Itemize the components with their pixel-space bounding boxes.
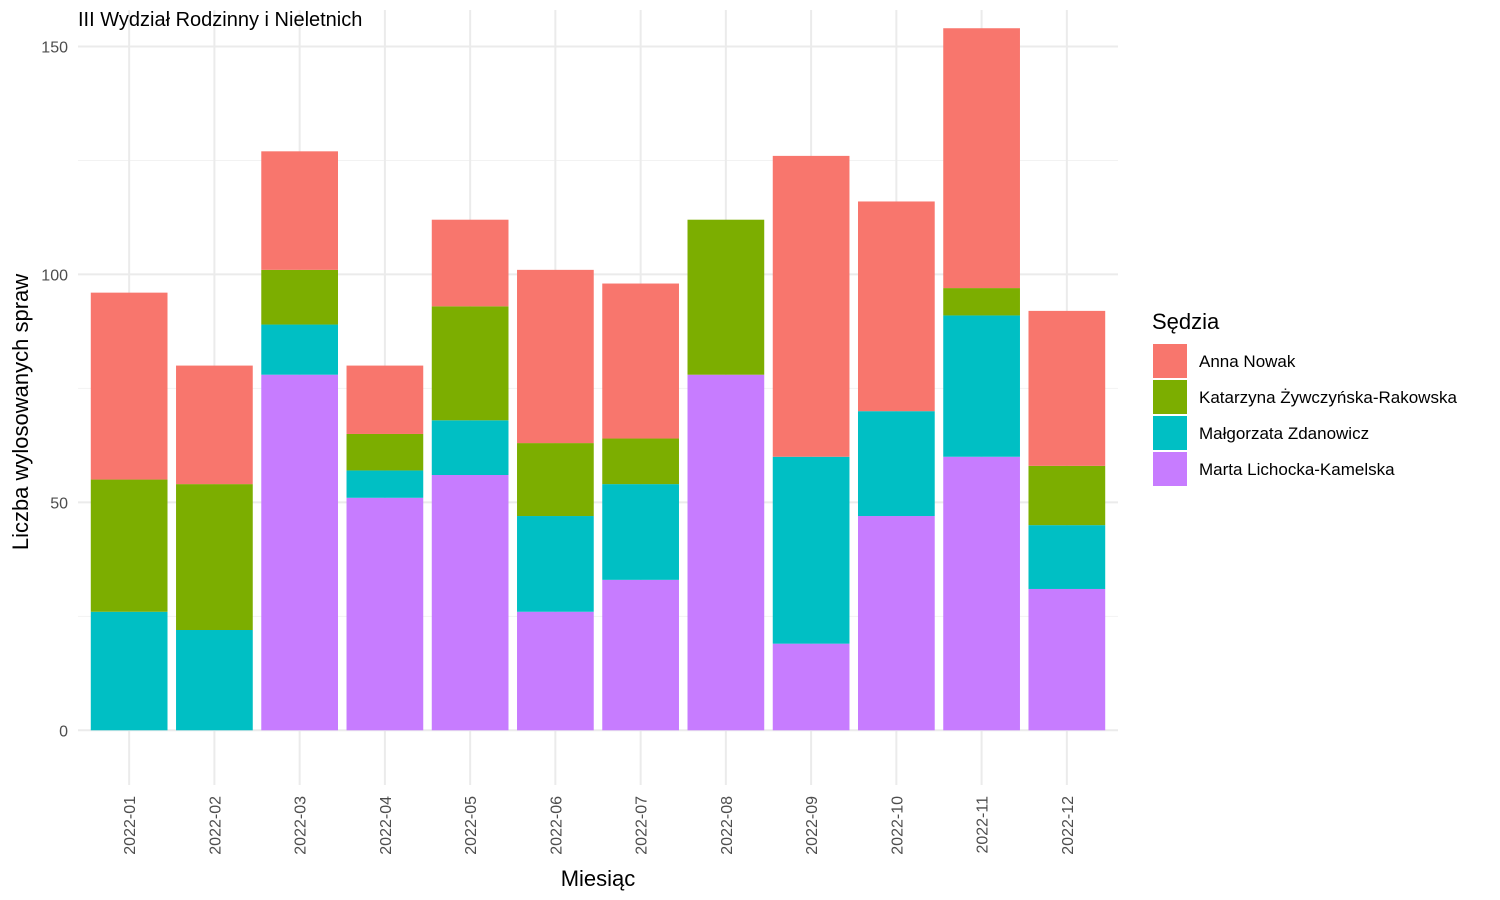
bar-segment [176, 630, 253, 731]
x-axis-ticks: 2022-01 2022-02 2022-03 2022-04 2022-05 2022-… [122, 796, 1077, 855]
bar-segment [517, 611, 594, 731]
bar-segment [431, 306, 509, 421]
bar-segment [1028, 588, 1106, 731]
x-tick-label: 2022-10 [889, 796, 906, 855]
x-tick-label: 2022-06 [548, 796, 565, 855]
bar-segment [346, 497, 424, 731]
legend-key [1153, 452, 1187, 486]
y-tick-label: 0 [59, 723, 68, 740]
bar-segment [602, 579, 679, 731]
bar-segment [772, 643, 850, 731]
bar-segment [772, 155, 850, 457]
bar-segment [90, 611, 168, 731]
y-axis-ticks: 0 50 100 150 [41, 39, 68, 740]
y-tick-label: 50 [50, 495, 68, 512]
bar-segment [602, 484, 679, 580]
x-tick-label: 2022-04 [378, 796, 395, 855]
bar-segment [517, 516, 594, 612]
x-tick-label: 2022-01 [122, 796, 139, 855]
x-tick-label: 2022-02 [207, 796, 224, 855]
bar-segment [431, 475, 509, 731]
bar-segment [176, 484, 253, 630]
bar-segment [517, 269, 594, 444]
legend-label: Anna Nowak [1199, 352, 1296, 371]
x-tick-label: 2022-03 [293, 796, 310, 855]
bar-segment [346, 365, 424, 434]
x-tick-label: 2022-05 [463, 796, 480, 855]
bar-segment [431, 219, 509, 307]
bar-segment [602, 283, 679, 439]
x-tick-label: 2022-12 [1060, 796, 1077, 855]
bar-segment [1028, 465, 1106, 526]
bar-segment [858, 201, 935, 412]
bar-segment [517, 443, 594, 517]
legend: Sędzia Anna Nowak Katarzyna Żywczyńska-Ra… [1152, 309, 1457, 486]
legend-title: Sędzia [1152, 309, 1220, 334]
y-tick-label: 150 [41, 39, 68, 56]
bar-segment [431, 420, 509, 475]
bar-segment [687, 374, 765, 731]
bar-segment [261, 324, 338, 375]
bar-segment [90, 292, 168, 480]
legend-label: Marta Lichocka-Kamelska [1199, 460, 1395, 479]
bar-segment [1028, 525, 1106, 589]
bar-segment [346, 433, 424, 471]
legend-label: Katarzyna Żywczyńska-Rakowska [1199, 388, 1457, 407]
bar-segment [90, 479, 168, 612]
legend-key [1153, 344, 1187, 378]
bar-segment [1028, 310, 1106, 466]
legend-label: Małgorzata Zdanowicz [1199, 424, 1369, 443]
y-axis-title: Liczba wylosowanych spraw [8, 274, 33, 550]
x-tick-label: 2022-07 [634, 796, 651, 855]
bar-segment [176, 365, 253, 485]
x-tick-label: 2022-11 [975, 796, 992, 854]
bar-segment [687, 219, 765, 375]
bar-segment [943, 456, 1020, 731]
bar-segment [261, 374, 338, 731]
chart-title: III Wydział Rodzinny i Nieletnich [78, 9, 362, 31]
x-axis-title: Miesiąc [561, 866, 636, 891]
bar-segment [943, 28, 1020, 289]
bar-segment [943, 288, 1020, 316]
bar-segment [261, 269, 338, 325]
legend-key [1153, 416, 1187, 450]
x-tick-label: 2022-09 [804, 796, 821, 855]
legend-key [1153, 380, 1187, 414]
bar-segment [602, 438, 679, 485]
bar-segment [772, 456, 850, 644]
bar-segment [261, 151, 338, 270]
y-tick-label: 100 [41, 267, 68, 284]
bar-segment [858, 411, 935, 517]
bar-segment [346, 470, 424, 498]
bar-segment [943, 315, 1020, 457]
bar-segment [858, 516, 935, 731]
x-tick-label: 2022-08 [719, 796, 736, 855]
bars [90, 28, 1106, 731]
